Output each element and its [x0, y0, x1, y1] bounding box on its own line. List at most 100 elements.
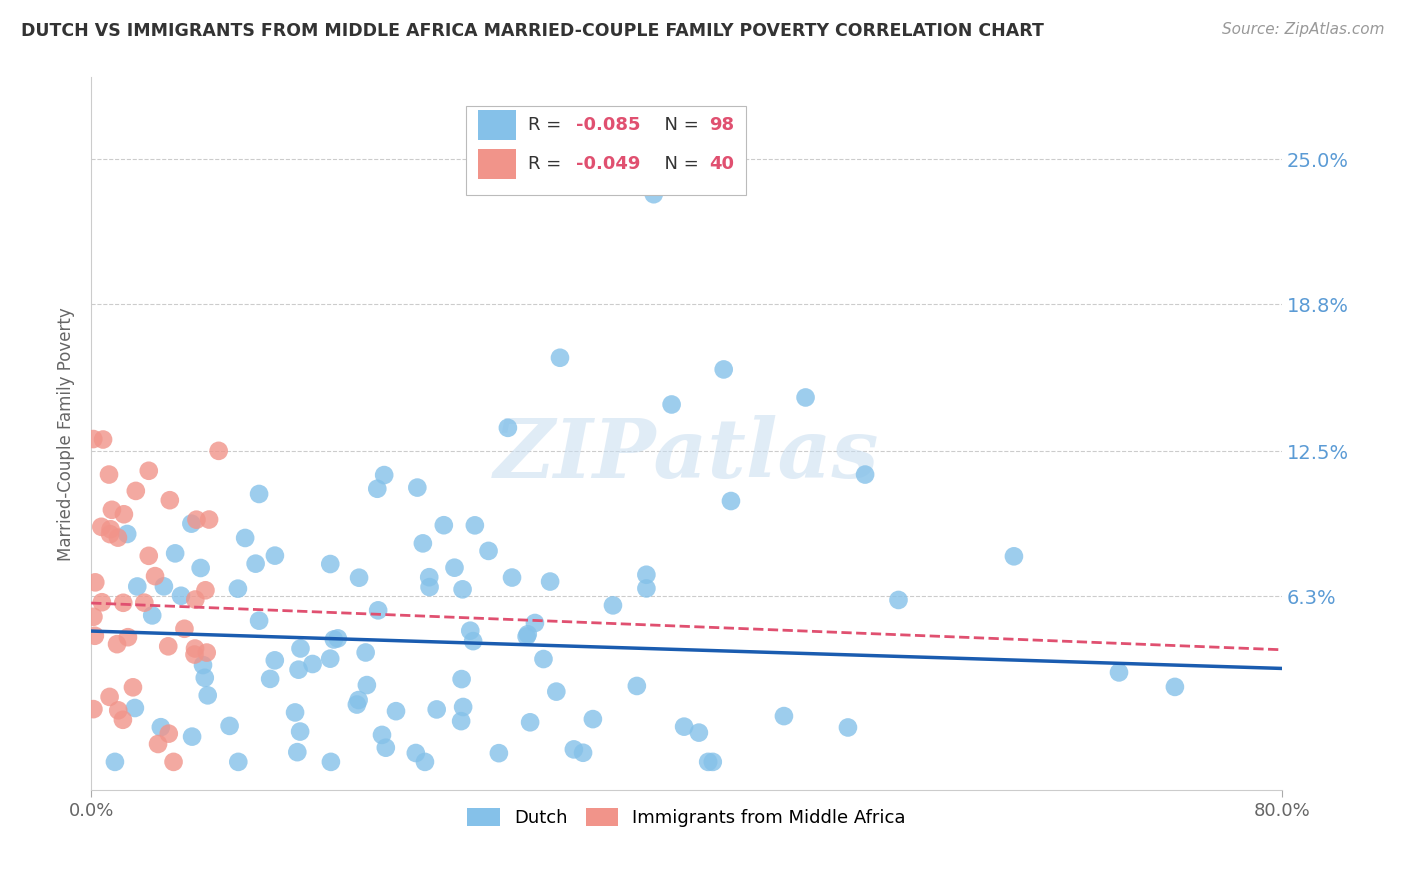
Text: R =: R = [529, 116, 567, 134]
Point [301, 657, 323, 671]
Point [562, 742, 585, 756]
Point [146, 737, 169, 751]
Point [496, 421, 519, 435]
Point [91, 433, 114, 447]
Point [124, 701, 146, 715]
Point [233, 531, 256, 545]
Point [853, 467, 876, 482]
Point [194, 583, 217, 598]
Text: 40: 40 [709, 155, 734, 173]
Point [773, 709, 796, 723]
Point [546, 684, 568, 698]
Point [184, 641, 207, 656]
Point [458, 624, 481, 638]
Point [406, 481, 429, 495]
FancyBboxPatch shape [467, 106, 747, 195]
Point [180, 516, 202, 531]
Point [326, 632, 349, 646]
Point [141, 608, 163, 623]
Point [98, 467, 121, 482]
Point [208, 443, 231, 458]
Point [405, 746, 427, 760]
Point [82, 702, 104, 716]
Point [477, 544, 499, 558]
Point [371, 728, 394, 742]
Point [548, 351, 571, 365]
Point [184, 592, 207, 607]
Point [138, 464, 160, 478]
Point [516, 630, 538, 644]
Point [226, 582, 249, 596]
Point [90, 520, 112, 534]
Point [127, 580, 149, 594]
Point [191, 658, 214, 673]
Point [1164, 680, 1187, 694]
Point [183, 648, 205, 662]
Point [713, 362, 735, 376]
Point [285, 745, 308, 759]
Point [626, 679, 648, 693]
Point [450, 714, 472, 728]
Point [366, 482, 388, 496]
Point [245, 557, 267, 571]
Point [290, 641, 312, 656]
Point [122, 681, 145, 695]
Point [354, 645, 377, 659]
Point [138, 549, 160, 563]
Point [197, 689, 219, 703]
Point [98, 690, 121, 704]
Text: ZIPatlas: ZIPatlas [494, 415, 879, 495]
Legend: Dutch, Immigrants from Middle Africa: Dutch, Immigrants from Middle Africa [460, 801, 912, 834]
Point [149, 720, 172, 734]
Text: R =: R = [529, 155, 567, 173]
Point [688, 725, 710, 739]
Point [720, 494, 742, 508]
Point [105, 637, 128, 651]
Point [263, 653, 285, 667]
Y-axis label: Married-Couple Family Poverty: Married-Couple Family Poverty [58, 307, 75, 560]
Point [173, 622, 195, 636]
Point [247, 614, 270, 628]
Point [433, 518, 456, 533]
Point [374, 740, 396, 755]
Point [143, 569, 166, 583]
Point [107, 531, 129, 545]
Point [198, 512, 221, 526]
Point [373, 468, 395, 483]
Point [218, 719, 240, 733]
Point [82, 432, 104, 446]
Point [673, 720, 696, 734]
Point [322, 632, 344, 647]
Point [501, 570, 523, 584]
Point [697, 755, 720, 769]
Text: -0.085: -0.085 [576, 116, 640, 134]
Point [287, 663, 309, 677]
Point [661, 397, 683, 411]
Point [887, 593, 910, 607]
Point [463, 634, 485, 648]
Point [195, 646, 218, 660]
Point [451, 700, 474, 714]
Point [82, 609, 104, 624]
Text: -0.049: -0.049 [576, 155, 640, 173]
Point [602, 599, 624, 613]
Point [259, 672, 281, 686]
Point [319, 755, 342, 769]
Point [157, 640, 180, 654]
Point [346, 698, 368, 712]
Point [165, 546, 187, 560]
Point [426, 702, 449, 716]
Text: DUTCH VS IMMIGRANTS FROM MIDDLE AFRICA MARRIED-COUPLE FAMILY POVERTY CORRELATION: DUTCH VS IMMIGRANTS FROM MIDDLE AFRICA M… [21, 22, 1045, 40]
Point [347, 571, 370, 585]
Point [112, 596, 135, 610]
Point [84, 575, 107, 590]
Point [464, 518, 486, 533]
Point [702, 755, 724, 769]
Point [83, 629, 105, 643]
Point [319, 557, 342, 571]
Point [367, 603, 389, 617]
Point [572, 746, 595, 760]
Point [643, 187, 665, 202]
Point [111, 713, 134, 727]
Point [170, 589, 193, 603]
